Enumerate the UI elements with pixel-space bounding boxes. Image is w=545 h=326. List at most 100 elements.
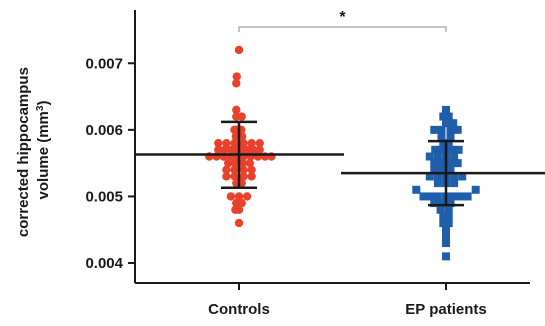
patient-point: [442, 252, 450, 261]
patient-point: [463, 192, 472, 201]
patient-point: [436, 205, 445, 214]
patient-point: [430, 125, 439, 134]
control-point: [242, 145, 252, 155]
patient-point: [446, 159, 455, 168]
control-point: [224, 158, 233, 168]
y-axis: 0.004 0.005 0.006 0.007: [85, 10, 136, 283]
patient-point: [444, 139, 453, 148]
patient-point: [454, 145, 463, 154]
y-tick-label: 0.005: [85, 188, 123, 205]
patient-point: [437, 132, 446, 141]
control-point: [231, 158, 240, 168]
patient-point: [442, 232, 450, 241]
control-point: [234, 218, 244, 228]
control-point: [247, 172, 256, 181]
patient-point: [439, 139, 448, 148]
patient-point: [471, 185, 480, 194]
control-point: [230, 172, 239, 181]
control-point: [222, 165, 231, 175]
control-point: [245, 158, 254, 168]
patient-point: [412, 185, 421, 194]
patient-point: [447, 145, 456, 154]
control-point: [242, 192, 252, 201]
mean-sd-markers: [134, 120, 545, 207]
control-point: [237, 112, 246, 121]
patient-point: [442, 239, 450, 248]
control-point: [232, 105, 241, 115]
control-point: [214, 145, 223, 155]
control-point: [239, 165, 248, 175]
patient-point: [442, 119, 450, 128]
patient-point: [458, 172, 467, 181]
y-axis-label-close: ): [35, 101, 52, 106]
patient-point: [437, 125, 446, 134]
control-point: [232, 72, 241, 81]
patient-point: [444, 212, 453, 221]
control-point: [232, 79, 241, 88]
y-tick-label: 0.004: [85, 255, 123, 272]
patient-point: [453, 159, 462, 168]
control-point: [230, 165, 239, 175]
patient-point: [446, 125, 455, 134]
patient-point: [425, 172, 434, 181]
patient-point: [430, 199, 439, 208]
patient-point: [433, 172, 442, 181]
patient-point: [439, 219, 448, 228]
y-tick-label: 0.007: [85, 55, 123, 72]
patient-point: [439, 212, 448, 221]
patient-point: [433, 179, 442, 188]
patient-point: [419, 192, 428, 201]
control-point: [222, 172, 231, 181]
patient-point: [431, 145, 440, 154]
patient-point: [450, 152, 459, 161]
patient-point: [439, 112, 448, 121]
control-point: [226, 192, 236, 201]
control-point: [238, 158, 247, 168]
control-point: [255, 145, 264, 155]
control-point: [234, 45, 244, 55]
patient-point: [442, 105, 450, 114]
patient-point: [425, 152, 434, 161]
control-point: [249, 145, 258, 155]
significance-line: [238, 26, 447, 32]
control-point: [237, 198, 246, 208]
significance-bracket: *: [238, 9, 447, 32]
x-category-label: EP patients: [405, 301, 486, 318]
control-point: [234, 192, 244, 201]
y-axis-label: corrected hippocampus volume (mm3): [15, 63, 52, 237]
patient-point: [437, 199, 446, 208]
control-point: [255, 138, 264, 148]
patient-point: [453, 125, 462, 134]
patient-point: [450, 179, 459, 188]
patient-point: [446, 199, 455, 208]
y-tick-label: 0.006: [85, 122, 123, 139]
patient-point: [444, 112, 453, 121]
patient-point: [430, 159, 439, 168]
control-point: [247, 138, 256, 148]
y-axis-label-superscript: 3: [35, 105, 46, 111]
patient-point: [449, 119, 458, 128]
patient-point: [430, 165, 439, 174]
patient-point: [437, 159, 446, 168]
patient-point: [444, 219, 453, 228]
x-category-label: Controls: [208, 301, 270, 318]
patient-point: [456, 192, 465, 201]
control-point: [247, 165, 256, 175]
data-points: [205, 45, 480, 261]
control-point: [239, 172, 248, 181]
y-axis-label-line1: corrected hippocampus: [15, 67, 32, 237]
control-point: [234, 205, 244, 214]
patient-point: [449, 192, 458, 201]
patient-point: [437, 165, 446, 174]
patient-point: [442, 225, 450, 234]
control-point: [239, 138, 248, 148]
patient-point: [436, 145, 445, 154]
control-point: [222, 138, 231, 148]
patient-point: [446, 132, 455, 141]
patient-point: [450, 172, 459, 181]
patient-point: [444, 205, 453, 214]
x-axis: Controls EP patients: [135, 282, 530, 318]
control-point: [230, 138, 239, 148]
significance-star: *: [339, 9, 346, 26]
